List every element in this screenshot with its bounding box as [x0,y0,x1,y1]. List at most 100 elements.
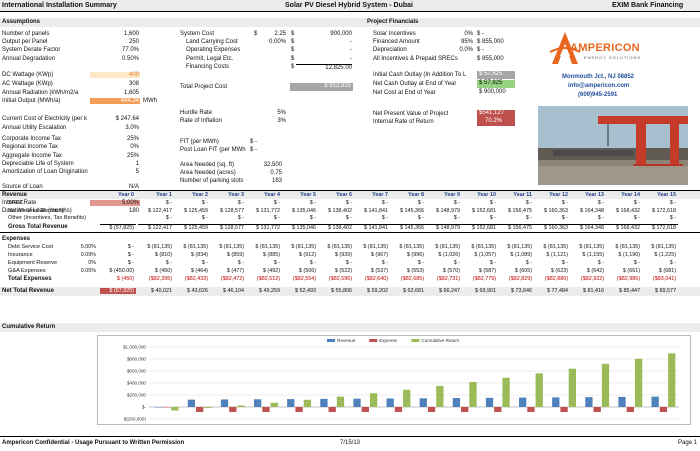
revenue-cell: $ 156,475 [508,208,532,214]
chart-bar-expense [262,407,270,412]
area-acres-value: 0.75 [270,170,282,176]
expense-cell: $ (681) [658,268,676,274]
expense-cell: $ (605) [514,268,532,274]
expense-cell: $ (810) [154,252,172,258]
chart-bar-cumulative-return [502,377,510,407]
revenue-cell: $ - [345,215,352,221]
year-column-header: Year 13 [585,192,604,198]
expense-cell: $ - [345,260,352,266]
gross-revenue-cell: $ 145,366 [390,224,426,231]
net-revenue-cell: $ 73,646 [511,288,532,294]
cost-label: System Cost [180,31,215,37]
expense-cell: $ - [127,244,134,250]
assumption-label: Annual Degradation [2,56,56,62]
gross-revenue-cell: $ 156,475 [498,224,534,231]
chart-y-tick-label: $600,000 [127,369,147,374]
expense-cell: $ (81,135) [399,244,424,250]
company-email[interactable]: info@ampericon.com [568,83,630,89]
revenue-cell: $ - [165,215,172,221]
chart-bar-expense [361,407,369,412]
expense-cell: $ - [525,260,532,266]
financial-pct: 95% [460,39,473,45]
npv-value: $541,127 [477,110,515,118]
financial-value: $ 855,000 [477,56,504,62]
chart-bar-expense [593,407,601,412]
expense-row-label: Equipment Reserve [8,260,58,266]
revenue-cell: $ - [597,215,604,221]
cost-currency: $ [291,31,295,37]
assumption-label: Annual Utility Escalation [2,125,67,131]
chart-bar-revenue [552,397,560,407]
chart-bar-expense [527,407,535,412]
gross-revenue-cell: $ 122,417 [138,224,174,231]
chart-bar-revenue [353,398,361,407]
net-revenue-cell: $ 62,681 [403,288,424,294]
section-band [0,18,700,27]
revenue-cell: $ - [237,215,244,221]
parking-label: Number of parking slots [180,178,244,184]
net-revenue-cell: $ 69,901 [475,288,496,294]
net-revenue-cell: $ 66,247 [439,288,460,294]
expense-cell: $ (477) [226,268,244,274]
chart-bar-revenue [419,398,427,407]
year-column-header: Year 8 [408,192,424,198]
total-expense-cell: $ (450) [116,276,134,282]
year-column-header: Year 15 [657,192,676,198]
expense-cell: $ (834) [190,252,208,258]
total-cost-label: Total Project Cost [180,84,228,90]
total-expense-cell: ($82,640) [364,276,388,282]
inflation-value: 3% [277,118,286,124]
revenue-cell: $ - [633,200,640,206]
revenue-cell: $ 172,618 [652,208,676,214]
chart-bar-expense [659,407,668,412]
assumption-value[interactable]: 5.00% [90,200,140,206]
assumption-value[interactable]: 400 [90,72,140,78]
revenue-cell: $ 135,046 [292,208,316,214]
financial-label: Financed Amount [373,39,420,45]
revenue-cell: $ - [453,215,460,221]
year-column-header: Year 2 [192,192,208,198]
cost-currency: $ [291,56,295,62]
ampericon-logo-icon [549,32,581,64]
total-expense-cell: ($82,685) [400,276,424,282]
footer-center: 7/15/13 [340,440,361,446]
total-expense-cell: ($82,554) [292,276,316,282]
expense-cell: $ - [597,260,604,266]
expense-cell: $ (1,155) [582,252,604,258]
chart-bar-cumulative-return [403,389,411,407]
chart-bar-revenue [618,396,626,407]
revenue-cell: $ 145,366 [400,208,424,214]
expense-cell: $ (587) [478,268,496,274]
total-expense-cell: ($82,472) [220,276,244,282]
revenue-cell: $ - [489,215,496,221]
gross-revenue-label: Gross Total Revenue [8,224,68,230]
expense-cell: $ (492) [262,268,280,274]
postloan-value: $ - [250,147,258,153]
chart-bar-cumulative-return [204,407,212,409]
assumption-label: Amortization of Loan Origination [2,169,88,175]
chart-bar-cumulative-return [668,353,676,407]
total-expense-cell: ($82,986) [616,276,640,282]
revenue-cell: $ - [597,200,604,206]
revenue-cell: $ - [525,200,532,206]
expense-cell: $ (81,135) [435,244,460,250]
net-revenue-cell: $ 77,484 [547,288,568,294]
outlay-label: Initial Cash Outlay (In Addition To L [373,72,467,78]
financial-label: Solar Incentives [373,31,416,37]
chart-frame [97,335,691,425]
fit-value: $ - [250,139,258,145]
cumulative-return-chart: $1,000,000 $800,000 $600,000 $400,000 $200,0… [123,338,679,422]
area-sqft-value: 32,500 [263,162,282,168]
assumption-label: Regional Income Tax [2,144,58,150]
revenue-cell: $ 164,348 [580,208,604,214]
gross-revenue-cell: $ 138,402 [318,224,354,231]
expense-cell: $ (81,135) [147,244,172,250]
chart-bar-cumulative-return [237,405,245,407]
outlay-value: $ 57,825 [477,71,515,79]
assumption-value: 494.34 [90,98,140,104]
fit-label: FIT (per MWh) [180,139,219,145]
revenue-row-label: Net Metered Electricity [8,208,65,214]
cost-label: Land Carrying Cost [186,39,238,45]
total-expense-cell: ($82,829) [508,276,532,282]
expense-cell: $ (939) [334,252,352,258]
